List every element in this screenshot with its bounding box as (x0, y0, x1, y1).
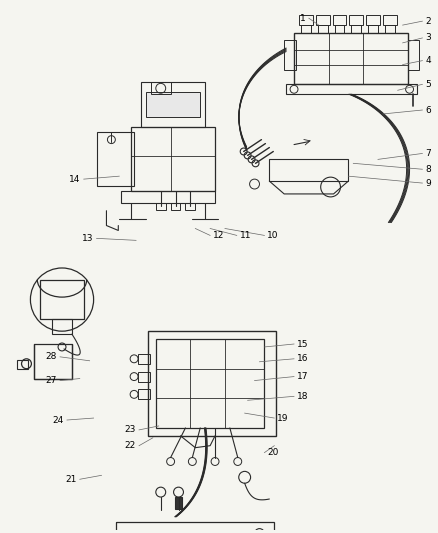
Bar (40, 280, 84, 319)
Text: 27: 27 (46, 376, 57, 385)
Text: 17: 17 (297, 372, 308, 381)
Text: 23: 23 (125, 425, 136, 434)
Text: 7: 7 (425, 149, 431, 158)
Bar (368, 25, 378, 33)
Text: 22: 22 (125, 441, 136, 450)
Text: 10: 10 (267, 231, 279, 240)
Bar (316, 15, 329, 25)
Bar (131, 127, 215, 191)
Bar (318, 25, 328, 33)
Bar (284, 40, 296, 69)
Bar (294, 33, 408, 84)
Bar (151, 83, 171, 94)
Text: 20: 20 (267, 448, 279, 457)
Text: 12: 12 (213, 231, 224, 240)
Bar (34, 344, 72, 378)
Text: 15: 15 (297, 340, 308, 349)
Bar (138, 372, 150, 382)
Text: 3: 3 (425, 34, 431, 43)
Bar (117, 522, 274, 533)
Bar (138, 354, 150, 364)
Text: 1: 1 (300, 14, 306, 23)
Bar (185, 203, 195, 209)
Text: 2: 2 (425, 17, 431, 26)
Bar (385, 25, 395, 33)
Bar (299, 15, 313, 25)
Bar (332, 15, 346, 25)
Bar (335, 25, 344, 33)
Bar (148, 331, 276, 436)
Bar (366, 15, 380, 25)
Text: 8: 8 (425, 165, 431, 174)
Text: 24: 24 (53, 416, 64, 424)
Bar (301, 25, 311, 33)
Text: 16: 16 (297, 354, 308, 364)
Bar (156, 339, 265, 428)
Text: 14: 14 (69, 175, 81, 184)
Bar (408, 40, 420, 69)
Bar (52, 319, 72, 334)
Bar (383, 15, 397, 25)
Text: 6: 6 (425, 106, 431, 115)
Bar (171, 203, 180, 209)
Text: 9: 9 (425, 179, 431, 188)
Bar (269, 159, 348, 181)
Text: 4: 4 (425, 56, 431, 65)
Bar (96, 132, 134, 186)
Bar (138, 390, 150, 399)
Text: 18: 18 (297, 392, 308, 401)
Bar (175, 497, 183, 509)
Bar (351, 25, 361, 33)
Text: 19: 19 (277, 414, 289, 423)
Text: 21: 21 (65, 475, 77, 484)
Text: 5: 5 (425, 80, 431, 89)
Bar (286, 84, 417, 94)
Bar (146, 92, 200, 117)
Text: 28: 28 (46, 352, 57, 361)
Text: 11: 11 (240, 231, 251, 240)
Bar (121, 191, 215, 203)
Text: 13: 13 (82, 234, 94, 243)
Bar (17, 360, 28, 369)
Bar (141, 83, 205, 127)
Bar (156, 203, 166, 209)
Bar (350, 15, 363, 25)
